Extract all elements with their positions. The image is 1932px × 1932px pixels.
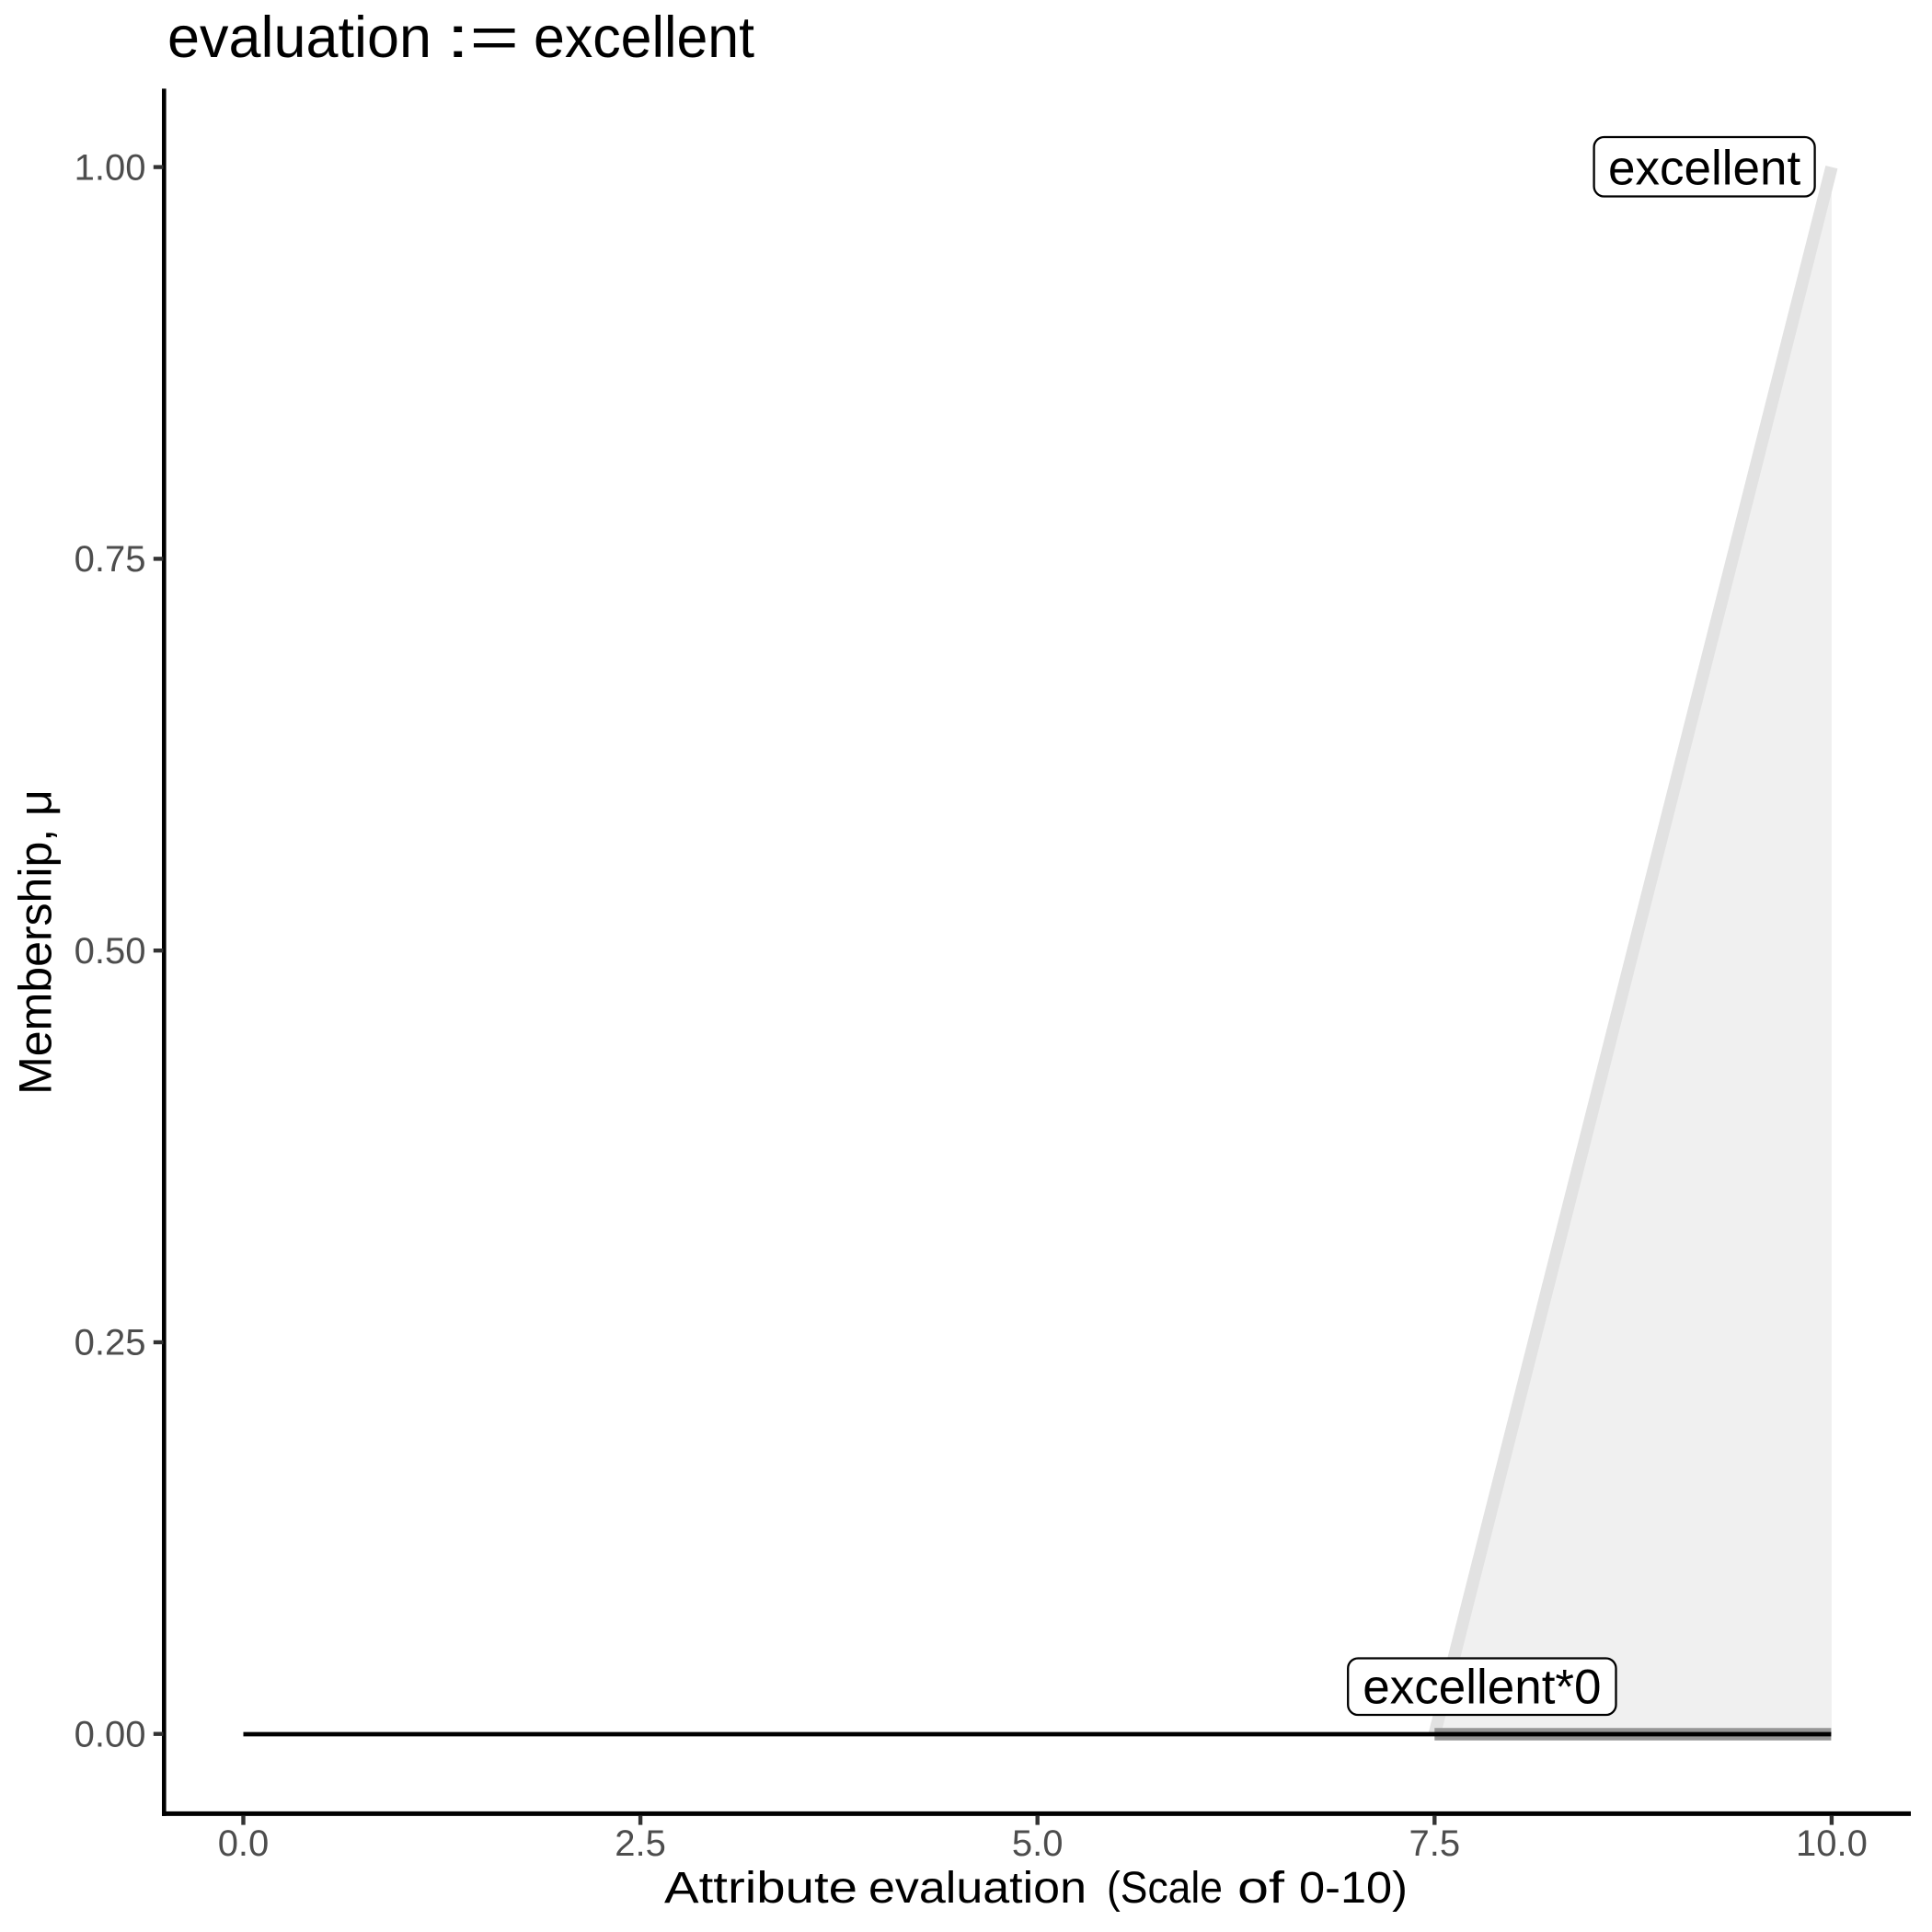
svg-text:(Scale: (Scale (1107, 1864, 1223, 1913)
svg-text:evaluation: evaluation (868, 1864, 1087, 1913)
svg-text:2.5: 2.5 (615, 1823, 666, 1864)
svg-text:0.0: 0.0 (218, 1823, 270, 1864)
svg-text:evaluation: evaluation (167, 6, 431, 70)
svg-text:excellent: excellent (1608, 142, 1800, 196)
svg-text:10.0: 10.0 (1796, 1823, 1868, 1864)
svg-text:7.5: 7.5 (1409, 1823, 1460, 1864)
svg-text:0.25: 0.25 (75, 1323, 146, 1363)
svg-text:5.0: 5.0 (1012, 1823, 1064, 1864)
svg-text:Attribute: Attribute (664, 1864, 857, 1913)
svg-text::=: := (446, 6, 519, 70)
svg-text:0.50: 0.50 (75, 931, 146, 972)
svg-text:0.75: 0.75 (75, 539, 146, 580)
svg-text:Membership, μ: Membership, μ (10, 789, 62, 1095)
svg-text:of: of (1237, 1864, 1285, 1913)
svg-text:excellent: excellent (534, 6, 754, 70)
svg-text:excellent*0: excellent*0 (1363, 1661, 1601, 1715)
svg-text:1.00: 1.00 (75, 147, 146, 188)
svg-text:0.00: 0.00 (75, 1714, 146, 1754)
svg-text:0-10): 0-10) (1299, 1864, 1408, 1913)
